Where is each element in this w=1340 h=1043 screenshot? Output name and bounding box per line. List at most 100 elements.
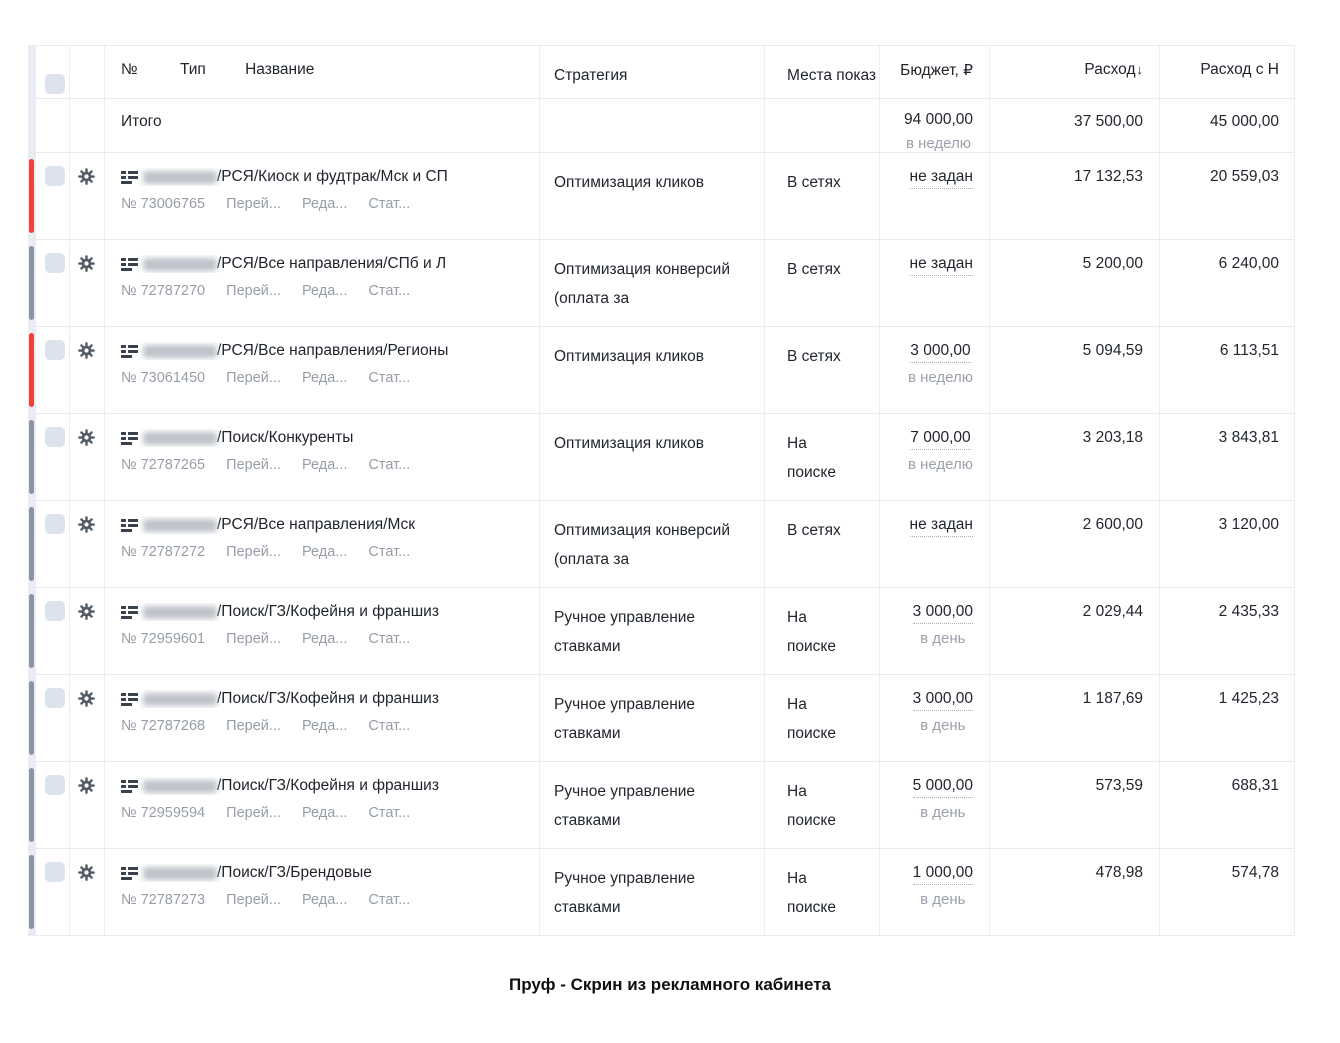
select-all-checkbox[interactable] [45, 74, 65, 94]
gear-icon[interactable] [77, 776, 104, 795]
budget-value[interactable]: 3 000,00 [912, 690, 973, 711]
edit-link[interactable]: Реда... [301, 370, 348, 386]
gutter [28, 762, 36, 848]
row-checkbox[interactable] [45, 688, 65, 708]
redacted-client-name [143, 692, 217, 706]
spend-value: 5 200,00 [990, 240, 1160, 326]
spend-vat-value: 1 425,23 [1160, 675, 1295, 761]
status-bar [29, 246, 34, 320]
row-checkbox[interactable] [45, 340, 65, 360]
go-to-link[interactable]: Перей... [226, 631, 281, 647]
strategy-text: Ручное управление ставками [554, 696, 696, 742]
go-to-link[interactable]: Перей... [226, 544, 281, 560]
places-text: В сетях [787, 348, 841, 365]
row-checkbox[interactable] [45, 601, 65, 621]
campaign-row: /РСЯ/Все направления/Регионы № 73061450 … [28, 327, 1295, 414]
totals-label: Итого [105, 99, 540, 152]
campaign-name-link[interactable]: /Поиск/ГЗ/Кофейня и франшиз [217, 690, 439, 707]
budget-period: в день [920, 804, 966, 821]
totals-budget-period: в неделю [905, 135, 972, 152]
row-checkbox[interactable] [45, 253, 65, 273]
go-to-link[interactable]: Перей... [226, 196, 281, 212]
spend-value: 2 600,00 [990, 501, 1160, 587]
stats-link[interactable]: Стат... [368, 196, 411, 212]
campaign-name-link[interactable]: /Поиск/ГЗ/Брендовые [217, 864, 372, 881]
edit-link[interactable]: Реда... [301, 805, 348, 821]
campaign-type-icon [121, 779, 138, 794]
go-to-link[interactable]: Перей... [226, 457, 281, 473]
campaign-name-link[interactable]: /Поиск/ГЗ/Кофейня и франшиз [217, 603, 439, 620]
gear-icon[interactable] [77, 254, 104, 273]
gear-icon[interactable] [77, 515, 104, 534]
redacted-client-name [143, 605, 217, 619]
row-checkbox[interactable] [45, 427, 65, 447]
edit-link[interactable]: Реда... [301, 283, 348, 299]
campaign-name-link[interactable]: /РСЯ/Киоск и фудтрак/Мск и СП [217, 168, 448, 185]
budget-value[interactable]: не задан [909, 516, 973, 537]
spend-value: 3 203,18 [990, 414, 1160, 500]
campaign-name-link[interactable]: /РСЯ/Все направления/СПб и Л [217, 255, 447, 272]
spend-value: 2 029,44 [990, 588, 1160, 674]
totals-budget: 94 000,00 [904, 111, 973, 128]
status-bar [29, 681, 34, 755]
row-checkbox[interactable] [45, 166, 65, 186]
gutter [28, 240, 36, 326]
budget-value[interactable]: 3 000,00 [910, 342, 971, 363]
gear-icon[interactable] [77, 428, 104, 447]
col-header-name: Название [245, 61, 315, 78]
budget-value[interactable]: не задан [909, 168, 973, 189]
edit-link[interactable]: Реда... [301, 544, 348, 560]
strategy-text: Оптимизация конверсий (оплата за [554, 261, 730, 307]
gutter [28, 849, 36, 935]
campaign-name-link[interactable]: /РСЯ/Все направления/Регионы [217, 342, 449, 359]
go-to-link[interactable]: Перей... [226, 718, 281, 734]
strategy-text: Ручное управление ставками [554, 609, 696, 655]
spend-vat-value: 574,78 [1160, 849, 1295, 935]
col-header-spend[interactable]: Расход↓ [1084, 61, 1143, 78]
edit-link[interactable]: Реда... [301, 718, 348, 734]
stats-link[interactable]: Стат... [368, 370, 411, 386]
totals-spend-vat: 45 000,00 [1160, 99, 1295, 152]
totals-spend: 37 500,00 [990, 99, 1160, 152]
budget-value[interactable]: 1 000,00 [912, 864, 973, 885]
budget-value[interactable]: 3 000,00 [912, 603, 973, 624]
stats-link[interactable]: Стат... [368, 631, 411, 647]
gutter [28, 675, 36, 761]
go-to-link[interactable]: Перей... [226, 892, 281, 908]
campaign-name-link[interactable]: /РСЯ/Все направления/Мск [217, 516, 416, 533]
places-text: В сетях [787, 174, 841, 191]
stats-link[interactable]: Стат... [368, 892, 411, 908]
edit-link[interactable]: Реда... [301, 892, 348, 908]
stats-link[interactable]: Стат... [368, 457, 411, 473]
table-body: /РСЯ/Киоск и фудтрак/Мск и СП № 73006765… [28, 153, 1295, 936]
go-to-link[interactable]: Перей... [226, 370, 281, 386]
gear-icon[interactable] [77, 167, 104, 186]
gear-icon[interactable] [77, 341, 104, 360]
go-to-link[interactable]: Перей... [226, 805, 281, 821]
stats-link[interactable]: Стат... [368, 805, 411, 821]
stats-link[interactable]: Стат... [368, 544, 411, 560]
gear-icon[interactable] [77, 602, 104, 621]
places-text: В сетях [787, 261, 841, 278]
stats-link[interactable]: Стат... [368, 718, 411, 734]
budget-value[interactable]: 7 000,00 [910, 429, 971, 450]
gear-icon[interactable] [77, 863, 104, 882]
gear-icon[interactable] [77, 689, 104, 708]
spend-vat-value: 2 435,33 [1160, 588, 1295, 674]
row-checkbox[interactable] [45, 775, 65, 795]
budget-value[interactable]: 5 000,00 [912, 777, 973, 798]
row-checkbox[interactable] [45, 514, 65, 534]
edit-link[interactable]: Реда... [301, 631, 348, 647]
campaign-name-link[interactable]: /Поиск/ГЗ/Кофейня и франшиз [217, 777, 439, 794]
budget-period: в день [920, 717, 966, 734]
row-checkbox[interactable] [45, 862, 65, 882]
caption: Пруф - Скрин из рекламного кабинета [508, 975, 832, 994]
status-bar [29, 507, 34, 581]
spend-value: 1 187,69 [990, 675, 1160, 761]
edit-link[interactable]: Реда... [301, 457, 348, 473]
go-to-link[interactable]: Перей... [226, 283, 281, 299]
edit-link[interactable]: Реда... [301, 196, 348, 212]
stats-link[interactable]: Стат... [368, 283, 411, 299]
campaign-name-link[interactable]: /Поиск/Конкуренты [217, 429, 354, 446]
budget-value[interactable]: не задан [909, 255, 973, 276]
